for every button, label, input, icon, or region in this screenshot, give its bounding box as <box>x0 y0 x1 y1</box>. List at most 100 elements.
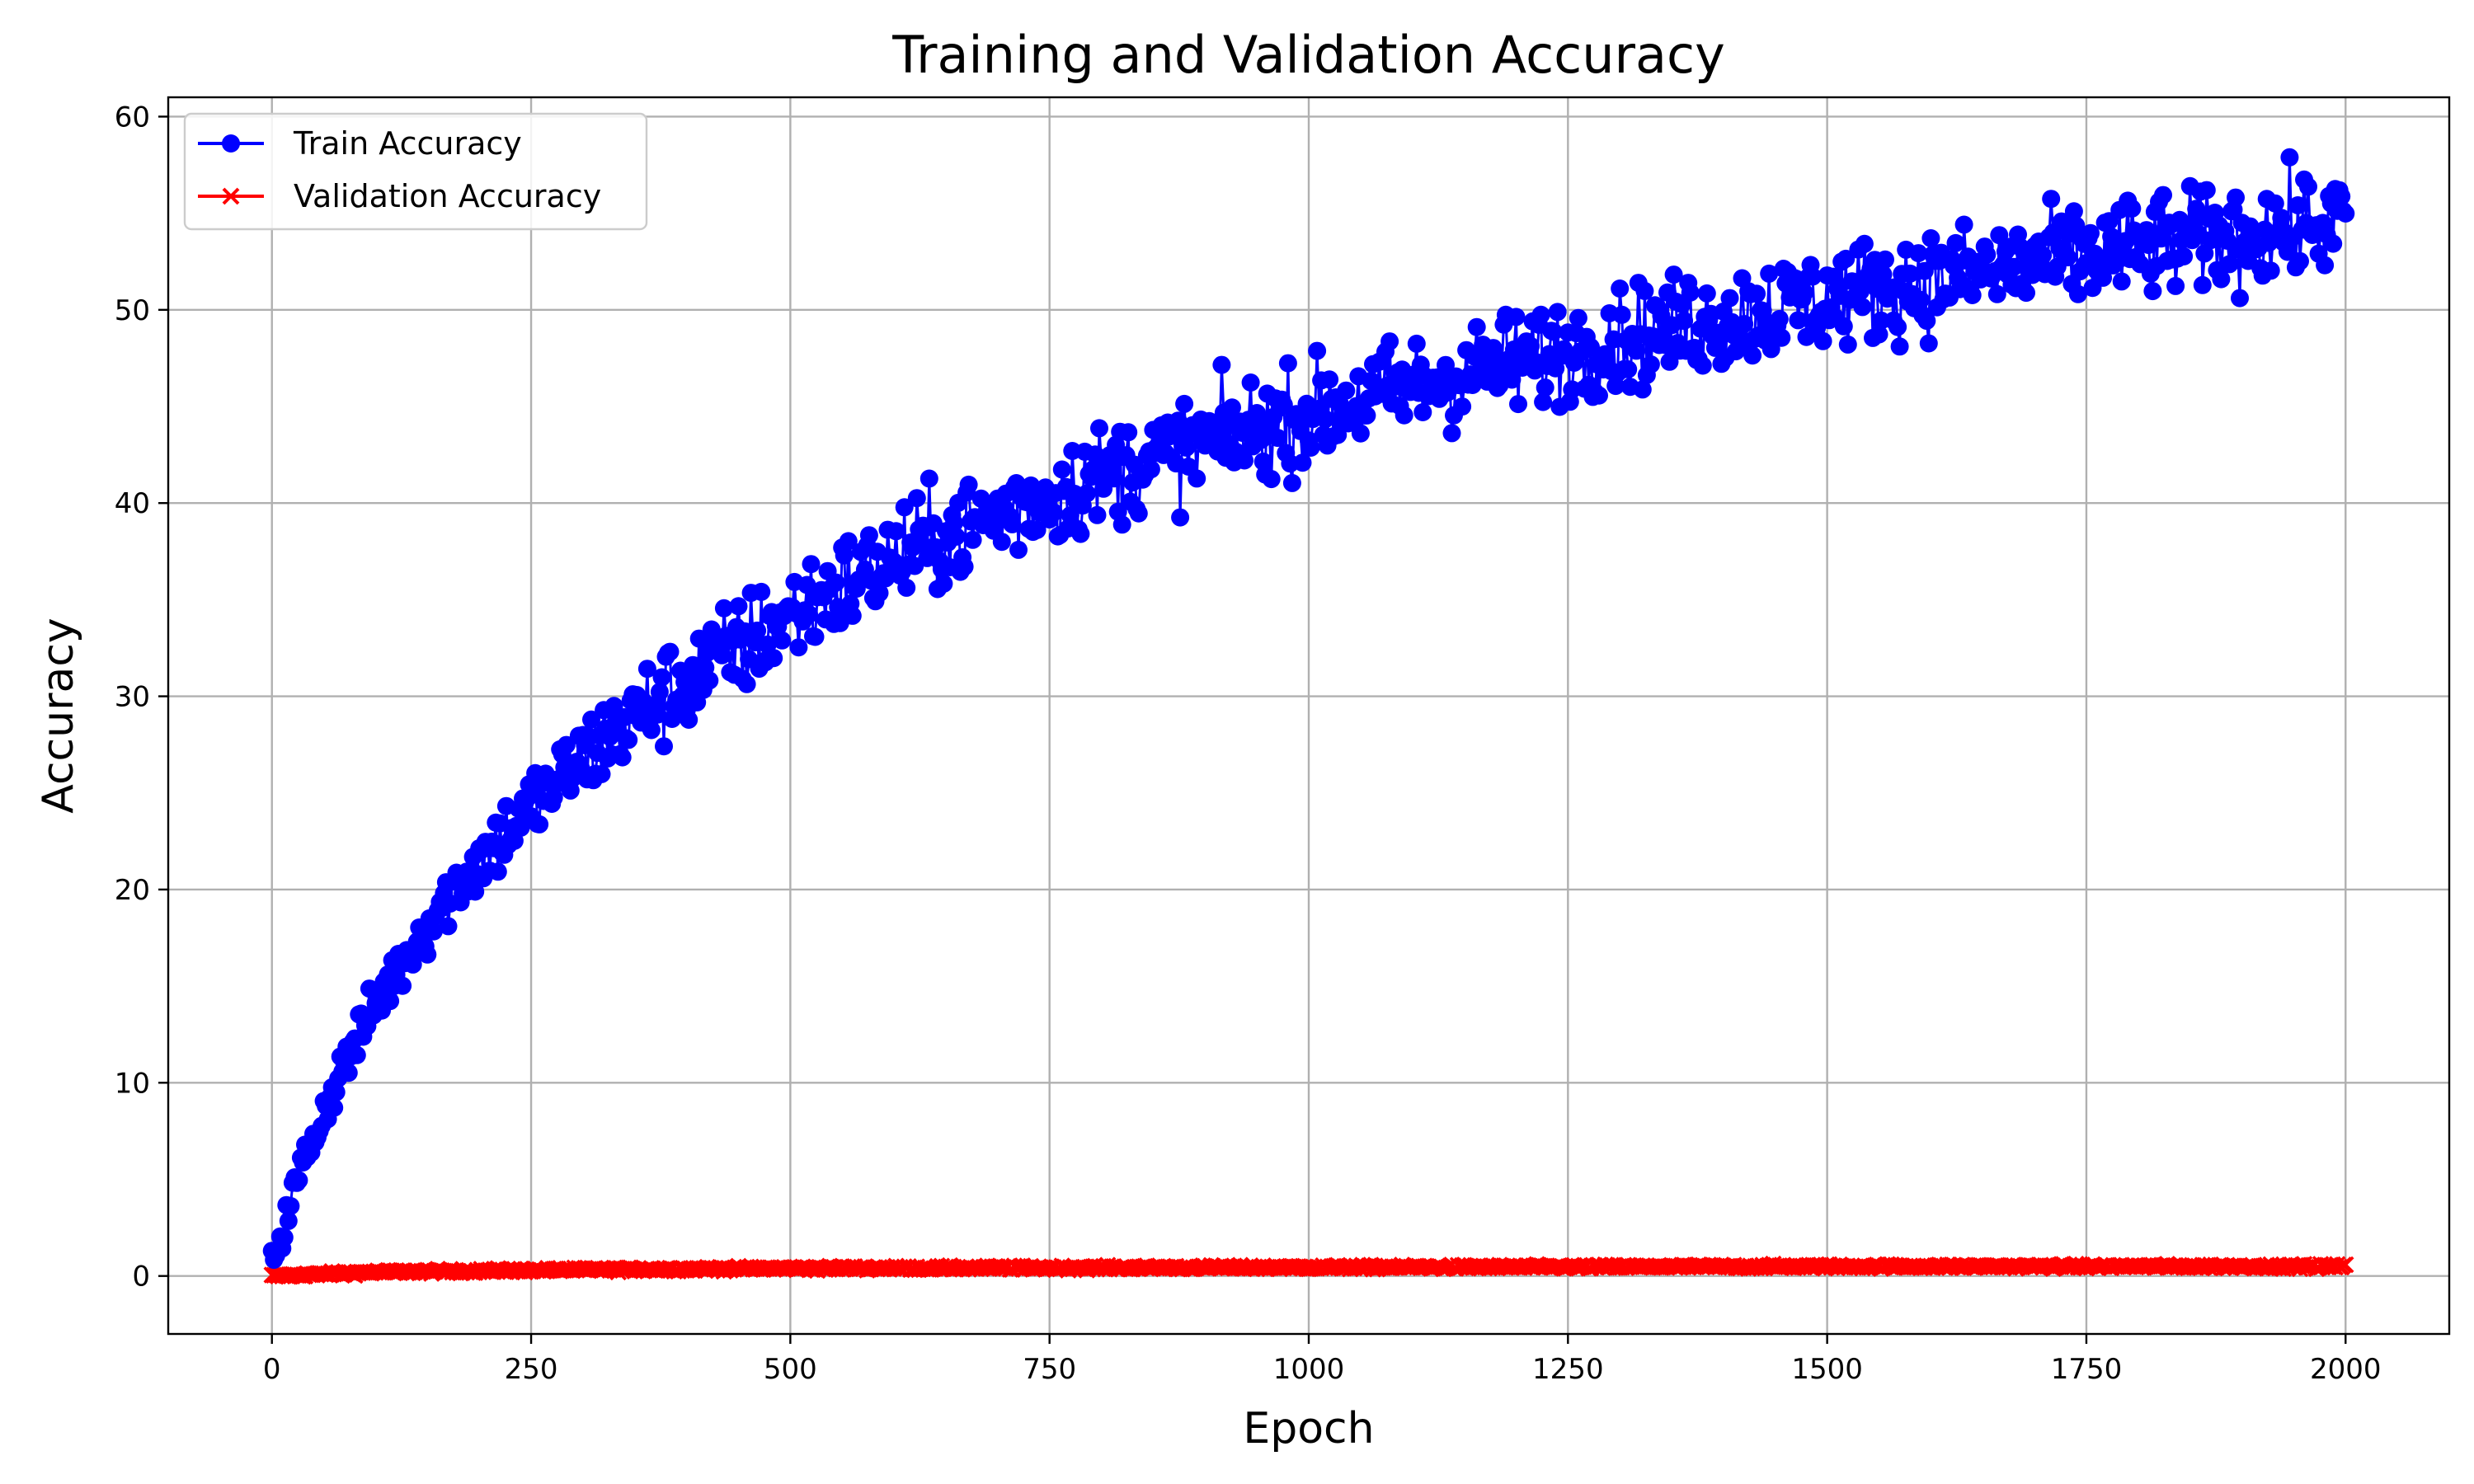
data-point <box>806 627 825 646</box>
x-tick-label: 1000 <box>1273 1353 1345 1386</box>
data-point <box>1003 514 1022 533</box>
data-point <box>2193 275 2212 294</box>
data-point <box>1507 308 1526 326</box>
data-point <box>1536 378 1554 397</box>
chart-title: Training and Validation Accuracy <box>891 25 1725 85</box>
data-point <box>2231 289 2249 308</box>
data-point <box>1590 386 1608 405</box>
data-point <box>748 621 767 640</box>
data-point <box>859 526 878 545</box>
data-point <box>802 555 821 574</box>
data-point <box>1071 524 1090 543</box>
data-point <box>2137 221 2156 240</box>
data-point <box>789 638 808 657</box>
data-point <box>2280 148 2299 167</box>
data-point <box>737 674 756 693</box>
data-point <box>1129 504 1148 523</box>
data-point <box>835 546 854 565</box>
data-point <box>1395 406 1413 425</box>
data-point <box>773 631 792 650</box>
x-tick-label: 250 <box>505 1353 558 1386</box>
data-point <box>1141 460 1160 479</box>
data-point <box>1743 346 1762 365</box>
data-point <box>1890 337 1909 356</box>
data-point <box>1954 215 1973 234</box>
data-point <box>1337 381 1356 400</box>
data-point <box>1735 315 1754 333</box>
data-point <box>1664 265 1683 284</box>
legend-entry-validation: Validation Accuracy <box>198 178 601 214</box>
data-point <box>2068 284 2087 303</box>
data-point <box>1268 429 1287 448</box>
data-point <box>713 646 731 665</box>
data-point <box>1548 303 1567 322</box>
data-point <box>1911 290 1930 309</box>
x-tick-label: 750 <box>1023 1353 1076 1386</box>
data-point <box>648 705 667 724</box>
data-point <box>1175 394 1194 413</box>
data-point <box>1641 355 1660 373</box>
data-point <box>466 882 485 901</box>
data-point <box>289 1171 308 1190</box>
data-point <box>439 917 458 936</box>
series-train-accuracy <box>262 148 2355 1270</box>
data-point <box>2058 248 2077 267</box>
data-point <box>752 582 771 601</box>
data-point <box>1088 505 1107 524</box>
x-tick-label: 1500 <box>1791 1353 1863 1386</box>
data-point <box>1747 284 1766 303</box>
data-point <box>2324 234 2343 253</box>
x-tick-label: 1250 <box>1532 1353 1604 1386</box>
data-point <box>714 599 733 618</box>
y-tick-label: 60 <box>115 101 150 134</box>
data-point <box>1052 460 1071 479</box>
data-point <box>992 533 1011 552</box>
data-point <box>418 945 437 964</box>
data-point <box>1235 451 1253 470</box>
data-point <box>2034 246 2053 265</box>
data-point <box>1675 312 1694 331</box>
legend-entry-train: Train Accuracy <box>198 125 522 162</box>
data-point <box>1534 392 1553 411</box>
y-axis-ticks: 0 10 20 30 40 50 60 <box>115 101 168 1294</box>
data-point <box>1308 341 1327 360</box>
x-tick-label: 2000 <box>2310 1353 2382 1386</box>
data-point <box>1262 470 1281 489</box>
y-tick-label: 50 <box>115 294 150 327</box>
data-point <box>619 730 638 749</box>
plot-area <box>262 148 2355 1285</box>
x-tick-label: 1750 <box>2051 1353 2123 1386</box>
data-point <box>963 530 982 549</box>
data-point <box>1697 284 1716 303</box>
data-point <box>2272 209 2291 228</box>
data-point <box>826 573 845 592</box>
legend-label-validation: Validation Accuracy <box>294 178 601 214</box>
data-point <box>1028 520 1047 539</box>
legend: Train Accuracy Validation Accuracy <box>183 112 648 231</box>
data-point <box>2261 261 2280 280</box>
data-point <box>1169 411 1188 430</box>
data-point <box>1249 410 1268 429</box>
data-point <box>637 660 656 679</box>
data-point <box>2017 284 2035 303</box>
data-point <box>1795 284 1813 302</box>
data-point <box>2123 199 2142 218</box>
data-point <box>907 489 926 508</box>
data-point <box>1804 267 1822 286</box>
data-point <box>959 475 978 494</box>
data-point <box>1320 370 1339 389</box>
data-point <box>381 992 400 1011</box>
y-tick-label: 10 <box>115 1067 150 1100</box>
data-point <box>347 1045 366 1064</box>
data-point <box>1611 279 1630 298</box>
data-point <box>2227 188 2245 207</box>
data-point <box>947 527 966 546</box>
data-point <box>1009 540 1028 559</box>
data-point <box>1770 309 1789 328</box>
data-point <box>1789 311 1808 330</box>
data-point <box>1503 370 1522 389</box>
data-point <box>758 635 777 654</box>
data-point <box>488 862 507 881</box>
data-point <box>1834 317 1853 336</box>
data-point <box>2220 255 2239 274</box>
